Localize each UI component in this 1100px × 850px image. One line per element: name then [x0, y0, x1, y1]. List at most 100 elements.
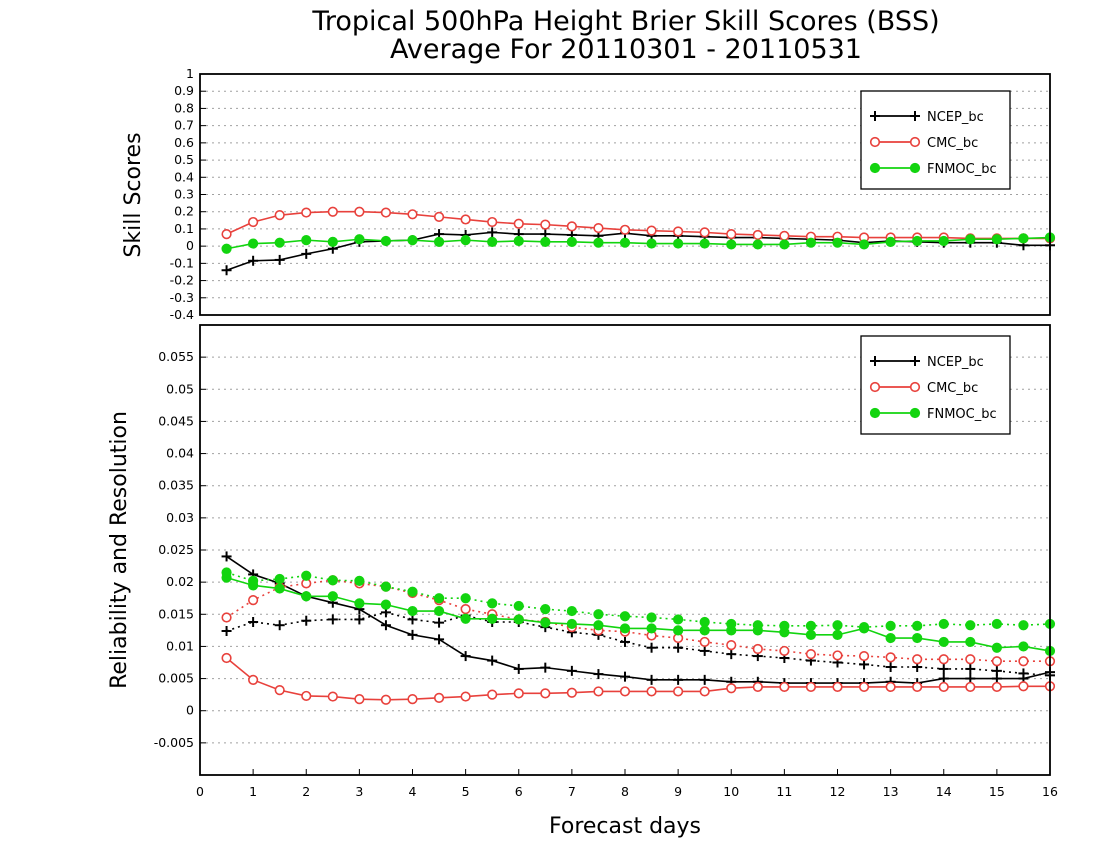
x-tick-label: 14	[936, 784, 952, 799]
data-point-fnmoc-bc	[593, 237, 604, 248]
data-point-fnmoc-bc-resolution	[938, 618, 949, 630]
x-tick-label: 6	[515, 784, 523, 799]
data-point-fnmoc-bc	[380, 235, 392, 247]
series-line-cmc-bc-resolution	[226, 579, 1050, 663]
x-tick-label: 0	[196, 784, 204, 799]
legend-marker-cmc-bc	[869, 136, 881, 148]
data-point-fnmoc-bc-reliability	[938, 636, 949, 648]
data-point-cmc-bc-reliability	[354, 694, 365, 705]
skill-y-tick-label: -0.2	[170, 273, 194, 288]
data-point-ncep-bc-resolution	[646, 642, 657, 653]
skill-legend: NCEP_bc CMC_bc FNMOC_bc	[860, 90, 1011, 190]
data-point-cmc-bc-resolution	[832, 650, 843, 661]
data-point-cmc-bc-resolution	[858, 650, 870, 662]
data-point-fnmoc-bc-resolution	[487, 598, 498, 609]
data-point-fnmoc-bc-reliability	[885, 632, 896, 644]
data-point-fnmoc-bc-resolution	[752, 620, 763, 631]
data-point-fnmoc-bc-resolution	[327, 575, 338, 586]
data-point-fnmoc-bc-resolution	[991, 618, 1002, 630]
data-point-fnmoc-bc-reliability	[380, 599, 392, 610]
data-point-fnmoc-bc	[433, 236, 445, 247]
data-point-cmc-bc-reliability	[566, 687, 577, 698]
skill-y-tick-label: 0.4	[174, 169, 194, 184]
legend-marker-ncep-bc	[870, 111, 880, 121]
data-point-cmc-bc-reliability	[540, 688, 551, 699]
relres-y-tick-label: 0.025	[158, 542, 194, 557]
data-point-fnmoc-bc-reliability	[965, 636, 976, 648]
x-tick-label: 7	[568, 784, 576, 799]
relres-y-tick-label: 0.02	[166, 574, 194, 589]
relres-y-tick-label: 0.015	[158, 606, 194, 621]
data-point-cmc-bc	[433, 211, 445, 222]
data-point-cmc-bc-reliability	[301, 690, 312, 702]
data-point-fnmoc-bc-resolution	[965, 620, 976, 631]
data-point-ncep-bc	[221, 265, 232, 276]
data-point-cmc-bc	[460, 214, 471, 225]
legend-label-fnmoc-bc: FNMOC_bc	[927, 162, 997, 177]
relres-y-tick-label: 0.01	[166, 638, 194, 653]
data-point-ncep-bc-resolution	[620, 636, 630, 647]
x-tick-label: 4	[409, 784, 417, 799]
data-point-ncep-bc-reliability	[380, 620, 391, 631]
skill-y-tick-label: 0.6	[174, 135, 194, 150]
data-point-cmc-bc	[619, 224, 631, 235]
data-point-cmc-bc	[673, 226, 684, 237]
data-point-cmc-bc-reliability	[380, 694, 392, 705]
data-point-cmc-bc-reliability	[433, 692, 445, 703]
legend-marker-fnmoc-bc	[909, 407, 921, 419]
data-point-ncep-bc-reliability	[566, 665, 577, 676]
data-point-fnmoc-bc	[832, 237, 843, 248]
relres-y-tick-label: 0.04	[166, 446, 194, 461]
data-point-fnmoc-bc-reliability	[646, 623, 657, 634]
data-point-fnmoc-bc-resolution	[460, 593, 471, 604]
relres-y-tick-label: 0	[186, 703, 194, 718]
data-point-cmc-bc-reliability	[991, 681, 1002, 693]
data-point-cmc-bc-reliability	[832, 681, 843, 693]
data-point-fnmoc-bc-resolution	[274, 573, 285, 585]
data-point-fnmoc-bc-resolution	[248, 575, 259, 586]
relres-y-tick-label: 0.055	[158, 349, 194, 364]
data-point-fnmoc-bc	[327, 236, 338, 247]
chart-title-line-1: Tropical 500hPa Height Brier Skill Score…	[311, 6, 939, 37]
data-point-cmc-bc-reliability	[274, 685, 285, 696]
data-point-cmc-bc-resolution	[965, 654, 976, 665]
x-tick-label: 13	[883, 784, 899, 799]
data-point-fnmoc-bc-reliability	[673, 625, 684, 636]
data-point-cmc-bc-reliability	[1018, 681, 1029, 692]
data-point-cmc-bc-reliability	[805, 681, 817, 693]
data-point-fnmoc-bc	[912, 235, 923, 247]
data-point-ncep-bc-reliability	[540, 662, 551, 673]
series-line-ncep-bc-resolution	[226, 611, 1051, 677]
data-point-cmc-bc-resolution	[938, 654, 949, 665]
data-point-cmc-bc-reliability	[912, 681, 923, 693]
skill-y-tick-label: -0.1	[170, 255, 194, 270]
data-point-fnmoc-bc	[965, 234, 976, 245]
x-tick-label: 11	[776, 784, 792, 799]
data-point-ncep-bc-reliability	[513, 663, 524, 674]
data-point-fnmoc-bc-resolution	[858, 622, 870, 633]
relres-y-tick-label: -0.005	[154, 735, 194, 750]
data-point-cmc-bc-reliability	[752, 681, 763, 693]
data-point-fnmoc-bc-resolution	[540, 604, 551, 615]
data-point-fnmoc-bc	[540, 236, 551, 247]
data-point-fnmoc-bc-resolution	[779, 620, 790, 631]
data-point-fnmoc-bc-reliability	[540, 617, 551, 628]
data-point-fnmoc-bc	[460, 235, 471, 246]
data-point-fnmoc-bc-reliability	[832, 629, 843, 640]
data-point-fnmoc-bc-reliability	[274, 583, 285, 594]
chart-title-line-2: Average For 20110301 - 20110531	[390, 34, 862, 65]
relres-y-tick-label: 0.005	[158, 671, 194, 686]
data-point-fnmoc-bc	[991, 234, 1002, 245]
skill-plot-frame	[199, 73, 1051, 316]
data-point-ncep-bc-resolution	[274, 620, 285, 631]
data-point-ncep-bc-reliability	[487, 655, 498, 666]
relres-plot-frame	[199, 324, 1051, 776]
skill-scores-axis-title: Skill Scores	[121, 132, 146, 257]
data-point-cmc-bc-reliability	[513, 688, 524, 699]
data-point-cmc-bc	[407, 209, 418, 220]
skill-y-tick-label: 0.2	[174, 204, 194, 219]
data-point-fnmoc-bc-reliability	[699, 625, 710, 636]
x-tick-label: 9	[674, 784, 682, 799]
data-point-ncep-bc-resolution	[965, 663, 976, 674]
legend-label-cmc-bc: CMC_bc	[927, 136, 978, 151]
